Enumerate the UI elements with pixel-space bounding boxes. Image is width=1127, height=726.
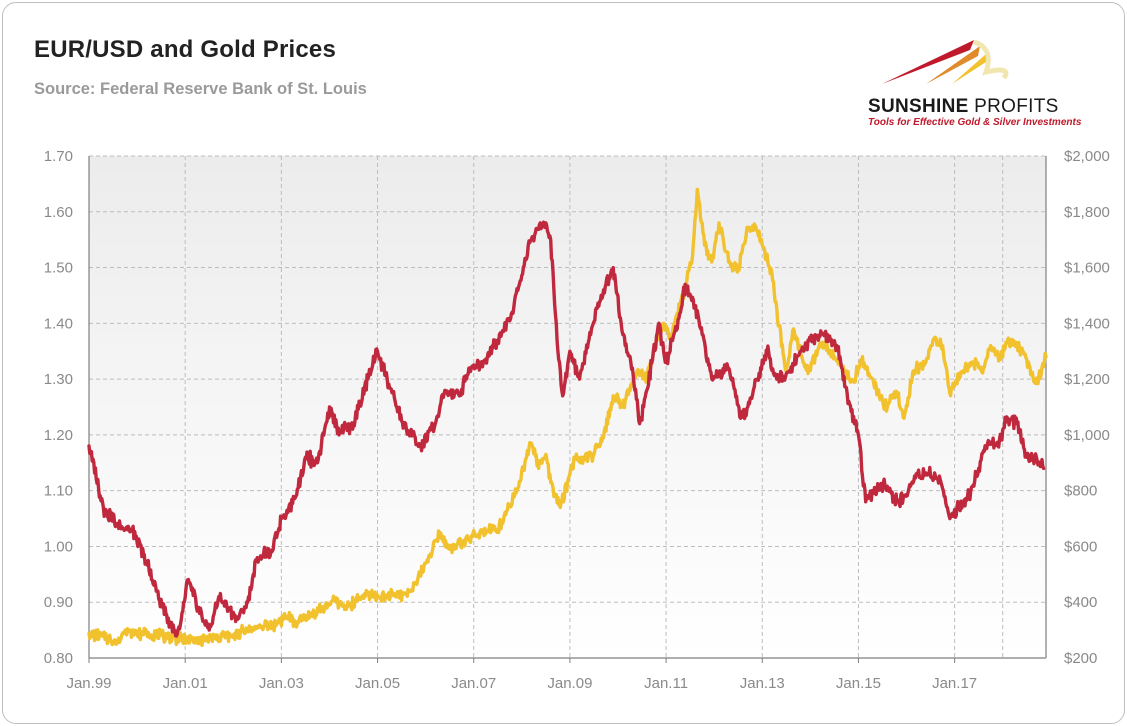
chart-subtitle: Source: Federal Reserve Bank of St. Loui… [34,80,367,98]
right-axis-ticks: $200 $400 $600 $800 $1,000 $1,200 $1,400 $1,600… [1064,148,1110,667]
x-tick-label: Jan.07 [451,675,496,692]
right-tick-label: $1,200 [1064,371,1110,388]
x-axis-ticks: Jan.99 Jan.01 Jan.03 Jan.05 Jan.07 Jan.09 Jan.… [66,658,977,692]
x-tick-label: Jan.03 [259,675,304,692]
right-tick-label: $1,000 [1064,427,1110,444]
right-tick-label: $1,600 [1064,260,1110,277]
x-tick-label: Jan.11 [644,675,688,692]
logo-name: SUNSHINE PROFITS [868,96,1059,117]
x-tick-label: Jan.13 [740,675,785,692]
series-lines [87,187,1048,648]
left-tick-label: 1.60 [44,204,73,221]
left-tick-label: 0.80 [44,650,73,667]
right-tick-label: $400 [1064,594,1097,611]
left-tick-label: 1.30 [44,371,73,388]
left-axis-ticks: 0.80 0.90 1.00 1.10 1.20 1.30 1.40 1.50 1.60 1.70 [44,148,73,667]
x-tick-label: Jan.17 [932,675,977,692]
right-tick-label: $1,400 [1064,315,1110,332]
axes [88,156,1047,659]
eurusd-line [87,220,1046,638]
x-tick-label: Jan.05 [355,675,400,692]
right-tick-label: $2,000 [1064,148,1110,165]
logo-tagline: Tools for Effective Gold & Silver Invest… [868,117,1082,128]
right-tick-label: $600 [1064,538,1097,555]
right-tick-label: $1,800 [1064,204,1110,221]
x-tick-label: Jan.01 [163,675,208,692]
left-tick-label: 1.10 [44,483,73,500]
left-tick-label: 0.90 [44,594,73,611]
gold-price-line [87,187,1048,648]
left-tick-label: 1.40 [44,315,73,332]
x-tick-label: Jan.09 [547,675,592,692]
left-tick-label: 1.20 [44,427,73,444]
sunshine-profits-logo-icon [882,39,1009,84]
plot-area [89,156,1046,658]
right-tick-label: $800 [1064,483,1097,500]
left-tick-label: 1.70 [44,148,73,165]
chart-title: EUR/USD and Gold Prices [34,36,336,63]
right-tick-label: $200 [1064,650,1097,667]
x-tick-label: Jan.99 [66,675,111,692]
x-tick-label: Jan.15 [836,675,881,692]
left-tick-label: 1.50 [44,260,73,277]
left-tick-label: 1.00 [44,538,73,555]
